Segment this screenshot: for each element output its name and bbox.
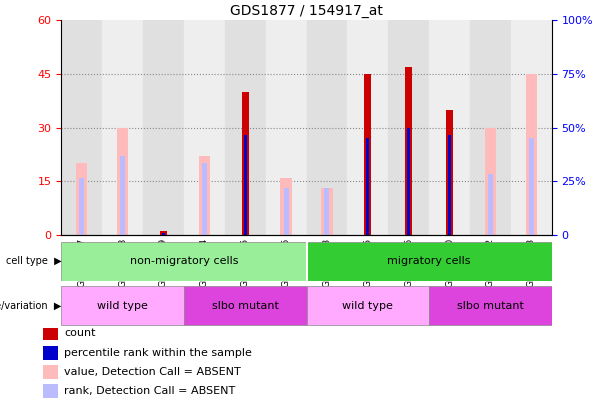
Bar bbox=[529, 139, 534, 235]
Bar bbox=[485, 128, 496, 235]
Bar bbox=[284, 188, 289, 235]
Bar bbox=[448, 135, 451, 235]
Bar bbox=[405, 67, 413, 235]
Text: migratory cells: migratory cells bbox=[387, 256, 471, 266]
Bar bbox=[117, 128, 128, 235]
Bar bbox=[76, 163, 88, 235]
Bar bbox=[429, 20, 470, 235]
Bar bbox=[242, 92, 249, 235]
Bar bbox=[43, 326, 58, 340]
Bar bbox=[61, 286, 184, 325]
Title: GDS1877 / 154917_at: GDS1877 / 154917_at bbox=[230, 4, 383, 18]
Bar bbox=[348, 20, 388, 235]
Bar bbox=[446, 110, 453, 235]
Bar bbox=[306, 20, 348, 235]
Text: rank, Detection Call = ABSENT: rank, Detection Call = ABSENT bbox=[64, 386, 235, 396]
Text: slbo mutant: slbo mutant bbox=[211, 301, 279, 311]
Text: wild type: wild type bbox=[97, 301, 148, 311]
Text: value, Detection Call = ABSENT: value, Detection Call = ABSENT bbox=[64, 367, 241, 377]
Bar bbox=[202, 163, 207, 235]
Text: count: count bbox=[64, 328, 96, 339]
Bar bbox=[120, 156, 125, 235]
Bar bbox=[79, 178, 84, 235]
Text: non-migratory cells: non-migratory cells bbox=[130, 256, 238, 266]
Bar bbox=[511, 20, 552, 235]
Bar bbox=[388, 20, 429, 235]
Bar bbox=[265, 20, 306, 235]
Bar bbox=[367, 139, 369, 235]
Text: percentile rank within the sample: percentile rank within the sample bbox=[64, 347, 252, 358]
Bar bbox=[160, 231, 167, 235]
Bar bbox=[244, 135, 246, 235]
Bar bbox=[407, 128, 410, 235]
Bar bbox=[43, 346, 58, 360]
Bar bbox=[364, 74, 371, 235]
Bar bbox=[143, 20, 184, 235]
Bar bbox=[306, 286, 429, 325]
Bar bbox=[429, 286, 552, 325]
Bar bbox=[162, 233, 165, 235]
Bar bbox=[61, 242, 306, 281]
Bar bbox=[280, 178, 292, 235]
Bar bbox=[321, 188, 333, 235]
Bar bbox=[61, 20, 102, 235]
Bar bbox=[470, 20, 511, 235]
Bar bbox=[488, 174, 493, 235]
Bar bbox=[225, 20, 265, 235]
Bar bbox=[43, 365, 58, 379]
Text: slbo mutant: slbo mutant bbox=[457, 301, 524, 311]
Bar bbox=[324, 188, 329, 235]
Bar bbox=[43, 384, 58, 398]
Bar bbox=[184, 20, 225, 235]
Text: genotype/variation  ▶: genotype/variation ▶ bbox=[0, 301, 61, 311]
Bar bbox=[102, 20, 143, 235]
Text: cell type  ▶: cell type ▶ bbox=[6, 256, 61, 266]
Bar bbox=[184, 286, 306, 325]
Bar bbox=[306, 242, 552, 281]
Bar bbox=[525, 74, 537, 235]
Bar bbox=[199, 156, 210, 235]
Text: wild type: wild type bbox=[343, 301, 393, 311]
